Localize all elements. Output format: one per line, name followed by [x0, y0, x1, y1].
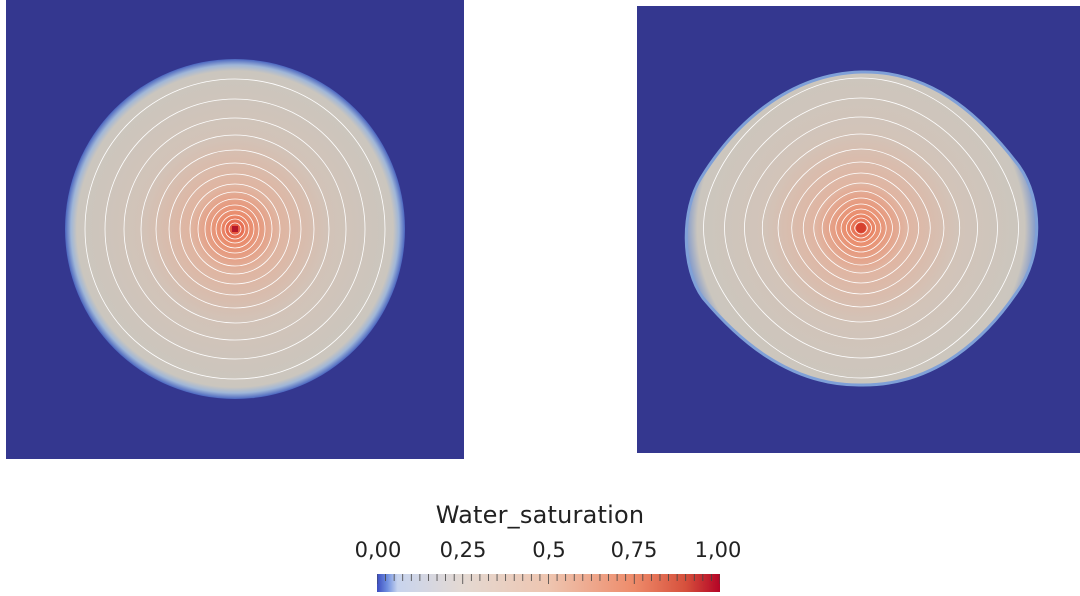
colorbar: Water_saturation 0,00 0,25 0,5 0,75 1,00 [0, 470, 1080, 596]
right-contour-ring [821, 190, 901, 266]
right-contour-ring [829, 197, 893, 259]
colorbar-ticks [377, 574, 720, 584]
left-contour-ring [168, 162, 302, 296]
left-contour-ring [210, 204, 260, 254]
right-contour-lines [703, 77, 1019, 379]
right-contour-ring [791, 161, 931, 295]
right-contour-ring [703, 77, 1019, 379]
right-contour-ring [850, 217, 872, 239]
left-contour-ring [204, 198, 266, 260]
right-contour-ring [761, 133, 961, 323]
colorbar-tick-025: 0,25 [439, 538, 487, 562]
left-contour-ring [155, 149, 315, 309]
left-injection-point [232, 226, 238, 232]
right-contour-ring [835, 203, 887, 253]
left-contour-ring [84, 78, 386, 380]
right-contour-ring [840, 208, 882, 248]
left-contour-ring [220, 214, 250, 244]
right-contour-ring [854, 221, 868, 235]
colorbar-tick-075: 0,75 [610, 538, 658, 562]
right-saturation-svg [684, 70, 1039, 387]
right-saturation-plot [637, 6, 1080, 453]
right-contour-ring [744, 116, 978, 340]
left-saturation-svg [65, 59, 405, 399]
colorbar-tick-0: 0,00 [354, 538, 402, 562]
right-contour-ring [724, 97, 998, 359]
colorbar-title: Water_saturation [435, 501, 645, 529]
right-contour-ring [802, 172, 920, 284]
left-contour-ring [228, 222, 242, 236]
colorbar-tick-05: 0,5 [532, 538, 566, 562]
right-contour-ring [813, 182, 909, 274]
right-contour-ring [777, 148, 945, 308]
left-contour-ring [179, 173, 291, 285]
left-contour-ring [104, 98, 366, 360]
right-contour-ring [845, 213, 877, 243]
left-contour-ring [189, 183, 281, 275]
right-injection-point [856, 223, 866, 233]
left-contour-ring [215, 209, 255, 249]
left-contour-lines [84, 78, 386, 380]
colorbar-tick-1: 1,00 [694, 538, 742, 562]
left-saturation-plot [6, 0, 464, 459]
left-contour-ring [123, 117, 347, 341]
left-contour-ring [224, 218, 246, 240]
left-contour-ring [197, 191, 273, 267]
left-contour-ring [140, 134, 330, 324]
